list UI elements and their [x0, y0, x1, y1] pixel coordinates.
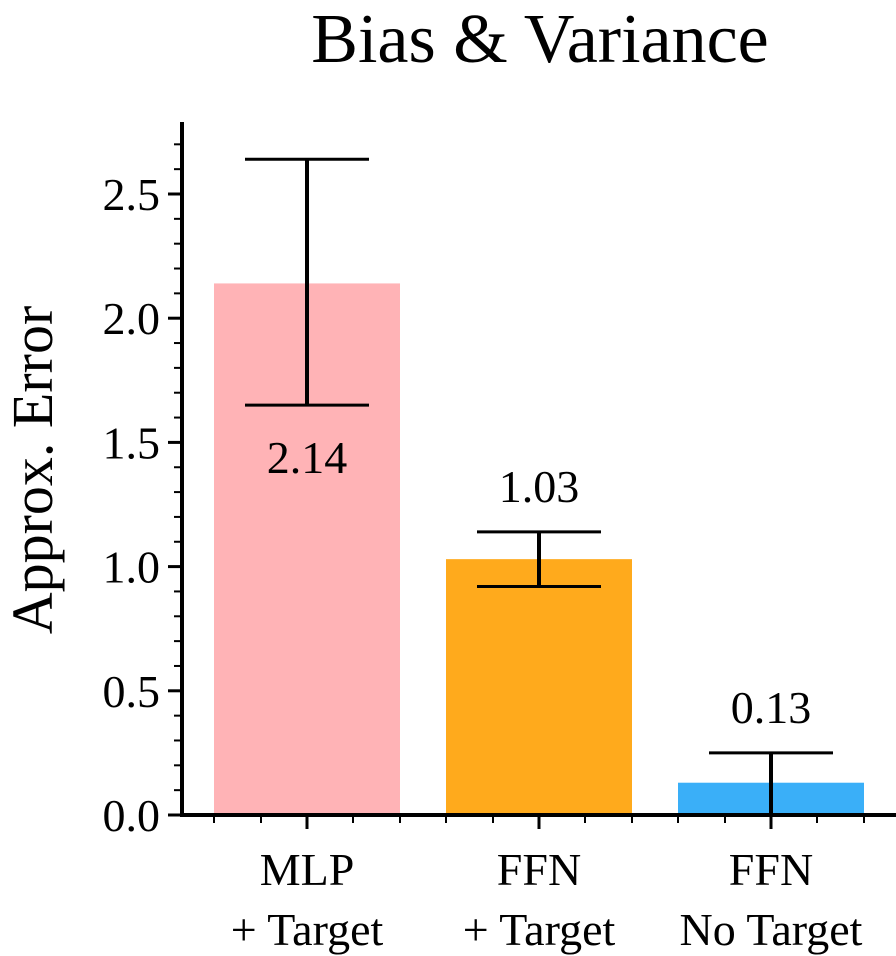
data-label-1: 2.14 [267, 432, 348, 483]
plot-area: 2.14 1.03 0.13 0.0 0.5 1.0 1.5 2.0 2.5 MLP + Targe… [103, 122, 896, 955]
y-tick-label-1: 0.5 [103, 666, 161, 717]
x-tick-label-2: FFN + Target [463, 844, 616, 955]
y-tick-label-2: 1.0 [103, 542, 161, 593]
bar-2 [446, 559, 632, 815]
x-tick-label-line: No Target [680, 904, 863, 955]
x-tick-label-line: FFN [729, 844, 813, 895]
x-tick-label-line: + Target [463, 904, 616, 955]
y-tick-label-3: 1.5 [103, 417, 161, 468]
x-tick-label-line: MLP [260, 844, 355, 895]
x-tick-label-line: + Target [231, 904, 384, 955]
x-tick-label-3: FFN No Target [680, 844, 863, 955]
chart-title: Bias & Variance [311, 1, 768, 78]
data-label-2: 1.03 [499, 461, 580, 512]
x-tick-label-line: FFN [497, 844, 581, 895]
data-label-3: 0.13 [731, 682, 812, 733]
x-tick-label-1: MLP + Target [231, 844, 384, 955]
y-tick-label-4: 2.0 [103, 293, 161, 344]
y-axis-label: Approx. Error [0, 306, 65, 635]
y-tick-label-5: 2.5 [103, 169, 161, 220]
y-tick-label-0: 0.0 [103, 790, 161, 841]
